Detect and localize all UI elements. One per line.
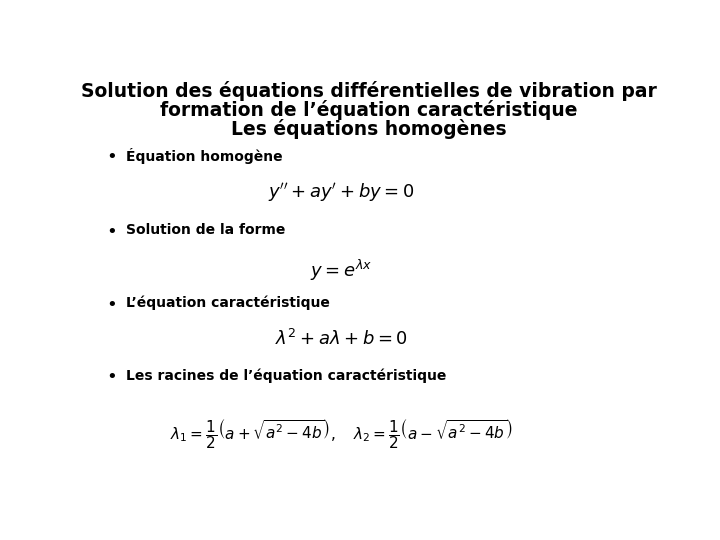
Text: $\lambda_1 = \dfrac{1}{2}\left(a + \sqrt{a^2 - 4b}\right) ,   \quad  \lambda_2 =: $\lambda_1 = \dfrac{1}{2}\left(a + \sqrt… [170, 416, 513, 451]
Text: $y'' +  ay' + by  =  0$: $y'' + ay' + by = 0$ [268, 181, 414, 204]
Text: Solution de la forme: Solution de la forme [126, 223, 286, 237]
Text: Les racines de l’équation caractéristique: Les racines de l’équation caractéristiqu… [126, 368, 446, 383]
Text: Solution des équations différentielles de vibration par: Solution des équations différentielles d… [81, 82, 657, 102]
Text: •: • [107, 368, 117, 386]
Text: •: • [107, 148, 117, 166]
Text: •: • [107, 223, 117, 241]
Text: $\lambda^2 + a\lambda  + b = 0$: $\lambda^2 + a\lambda + b = 0$ [275, 329, 408, 349]
Text: Équation homogène: Équation homogène [126, 148, 283, 164]
Text: •: • [107, 295, 117, 314]
Text: Les équations homogènes: Les équations homogènes [231, 119, 507, 139]
Text: formation de l’équation caractéristique: formation de l’équation caractéristique [161, 100, 577, 120]
Text: L’équation caractéristique: L’équation caractéristique [126, 295, 330, 310]
Text: $y  =  e^{\lambda x}$: $y = e^{\lambda x}$ [310, 258, 372, 284]
